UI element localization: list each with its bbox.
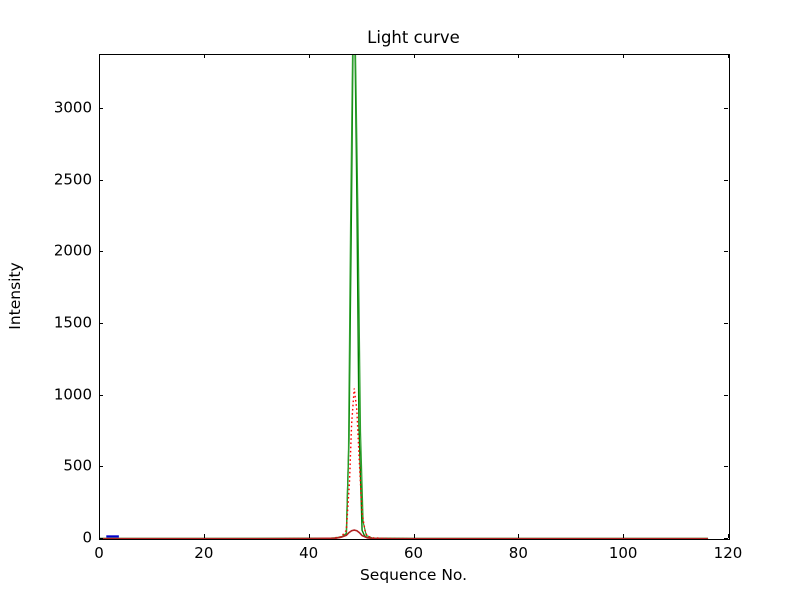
y-tick-label: 1000: [53, 385, 92, 404]
x-tick-mark: [308, 534, 310, 538]
series-red-dotted-curve: [100, 388, 709, 539]
y-tick-label: 2000: [53, 241, 92, 260]
y-tick-label: 0: [82, 528, 92, 547]
x-tick-mark: [99, 534, 100, 538]
y-axis-tick-labels: 0 500 1000 1500 2000 2500 3000: [22, 0, 92, 600]
y-tick-mark-right: [724, 466, 728, 468]
x-tick-label: 40: [299, 544, 319, 562]
y-tick-mark: [99, 538, 103, 539]
x-tick-label: 0: [94, 544, 104, 562]
x-tick-mark-top: [728, 54, 729, 58]
y-tick-label: 3000: [53, 98, 92, 117]
y-tick-mark-right: [724, 538, 728, 539]
x-tick-label: 60: [403, 544, 424, 562]
y-tick-mark: [99, 466, 103, 468]
x-tick-mark-top: [518, 54, 520, 58]
x-tick-mark-top: [623, 54, 625, 58]
y-tick-mark-right: [724, 323, 728, 325]
x-tick-mark-top: [413, 54, 415, 58]
x-tick-mark-top: [308, 54, 310, 58]
chart-title: Light curve: [367, 28, 460, 47]
x-axis-label: Sequence No.: [359, 566, 468, 584]
series-red-solid-baseline: [100, 529, 709, 539]
y-tick-label: 2500: [53, 170, 92, 189]
y-tick-label: 1500: [53, 313, 92, 332]
x-tick-mark: [413, 534, 415, 538]
x-tick-mark: [728, 534, 729, 538]
y-tick-mark: [99, 394, 103, 396]
y-tick-mark-right: [724, 394, 728, 396]
x-tick-mark: [518, 534, 520, 538]
series-green-solid-spike: [100, 55, 709, 539]
y-tick-mark-right: [724, 179, 728, 181]
y-tick-label: 500: [63, 456, 92, 475]
x-tick-label: 120: [713, 544, 743, 562]
plot-canvas: [100, 55, 709, 539]
y-tick-mark-right: [724, 251, 728, 253]
y-tick-mark: [99, 251, 103, 253]
x-tick-label: 80: [508, 544, 528, 562]
x-tick-mark-top: [203, 54, 205, 58]
x-tick-mark: [203, 534, 205, 538]
y-tick-mark: [99, 323, 103, 325]
x-tick-label: 100: [608, 544, 638, 562]
y-tick-mark: [99, 179, 103, 181]
plot-area: [99, 54, 730, 540]
x-tick-mark-top: [99, 54, 100, 58]
x-tick-mark: [623, 534, 625, 538]
series-green-solid-spike-secondary: [100, 55, 709, 539]
x-tick-label: 20: [194, 544, 214, 562]
y-tick-mark: [99, 108, 103, 110]
y-tick-mark-right: [724, 108, 728, 110]
